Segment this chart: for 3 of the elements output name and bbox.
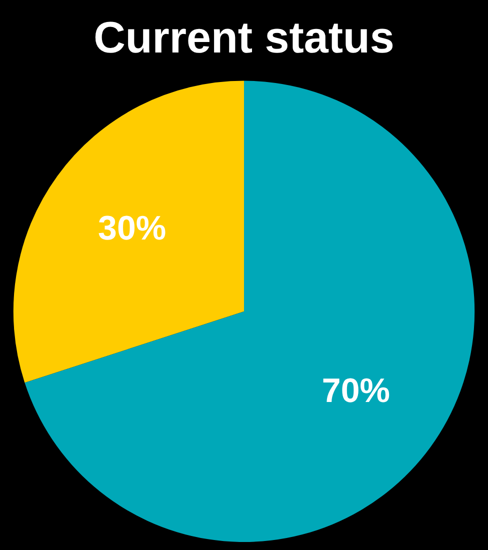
chart-title: Current status xyxy=(94,14,394,63)
data-label: 70% xyxy=(322,372,390,410)
data-label: 30% xyxy=(98,209,166,248)
